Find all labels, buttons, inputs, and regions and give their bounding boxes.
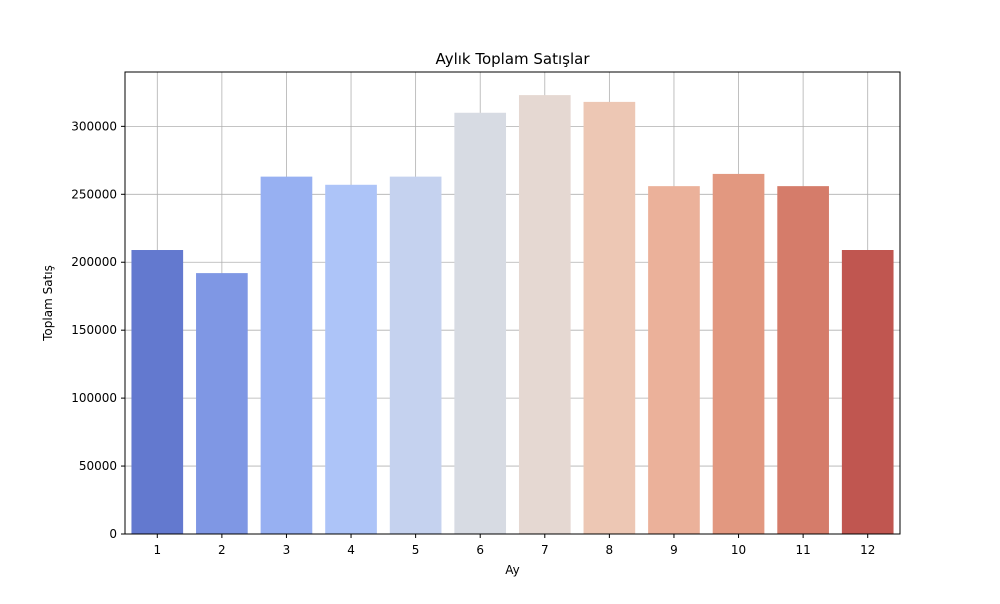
bar-12 xyxy=(841,250,894,534)
x-tick-label: 4 xyxy=(347,543,355,557)
y-tick-label: 50000 xyxy=(79,459,117,473)
bar-6 xyxy=(454,112,507,534)
y-tick-label: 100000 xyxy=(71,391,117,405)
y-tick-label: 0 xyxy=(109,527,117,541)
x-axis-ticks: 1 2 3 4 5 6 7 8 9 10 11 12 xyxy=(153,534,875,557)
x-tick-label: 8 xyxy=(606,543,614,557)
axes-frame xyxy=(124,71,901,535)
y-tick-label: 200000 xyxy=(71,255,117,269)
x-tick-label: 6 xyxy=(476,543,484,557)
bar-7 xyxy=(518,95,571,534)
bar-5 xyxy=(389,176,442,535)
x-axis-label: Ay xyxy=(505,563,520,577)
bar-10 xyxy=(712,173,765,535)
x-tick-label: 2 xyxy=(218,543,226,557)
bar-1 xyxy=(131,250,184,534)
bar-3 xyxy=(260,176,313,535)
chart-title: Aylık Toplam Satışlar xyxy=(435,50,590,68)
y-axis-label: Toplam Satış xyxy=(41,265,55,342)
bar-8 xyxy=(583,101,636,535)
y-axis-ticks: 0 50000 100000 150000 200000 250000 300000 xyxy=(71,119,125,541)
bar-2 xyxy=(196,273,248,534)
x-tick-label: 3 xyxy=(283,543,291,557)
x-tick-label: 11 xyxy=(795,543,810,557)
x-tick-label: 9 xyxy=(670,543,678,557)
x-tick-label: 1 xyxy=(153,543,161,557)
y-tick-label: 300000 xyxy=(71,119,117,133)
y-tick-label: 150000 xyxy=(71,323,117,337)
x-tick-label: 12 xyxy=(860,543,875,557)
bars xyxy=(131,95,894,535)
bar-9 xyxy=(648,186,700,534)
x-tick-label: 5 xyxy=(412,543,420,557)
bar-11 xyxy=(777,186,829,534)
x-tick-label: 10 xyxy=(731,543,746,557)
y-tick-label: 250000 xyxy=(71,187,117,201)
x-tick-label: 7 xyxy=(541,543,549,557)
bar-4 xyxy=(325,184,377,534)
